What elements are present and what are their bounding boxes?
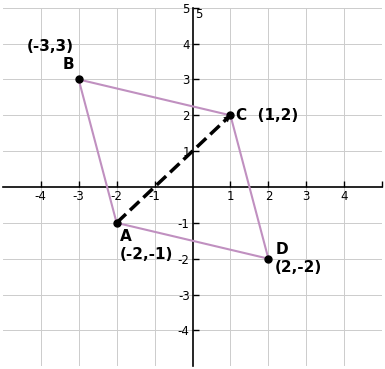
Text: D
(2,-2): D (2,-2)	[275, 242, 323, 275]
Text: (-3,3)
B: (-3,3) B	[27, 39, 74, 72]
Text: A
(-2,-1): A (-2,-1)	[120, 229, 173, 262]
Text: C  (1,2): C (1,2)	[236, 108, 298, 123]
Text: 5: 5	[196, 8, 203, 21]
